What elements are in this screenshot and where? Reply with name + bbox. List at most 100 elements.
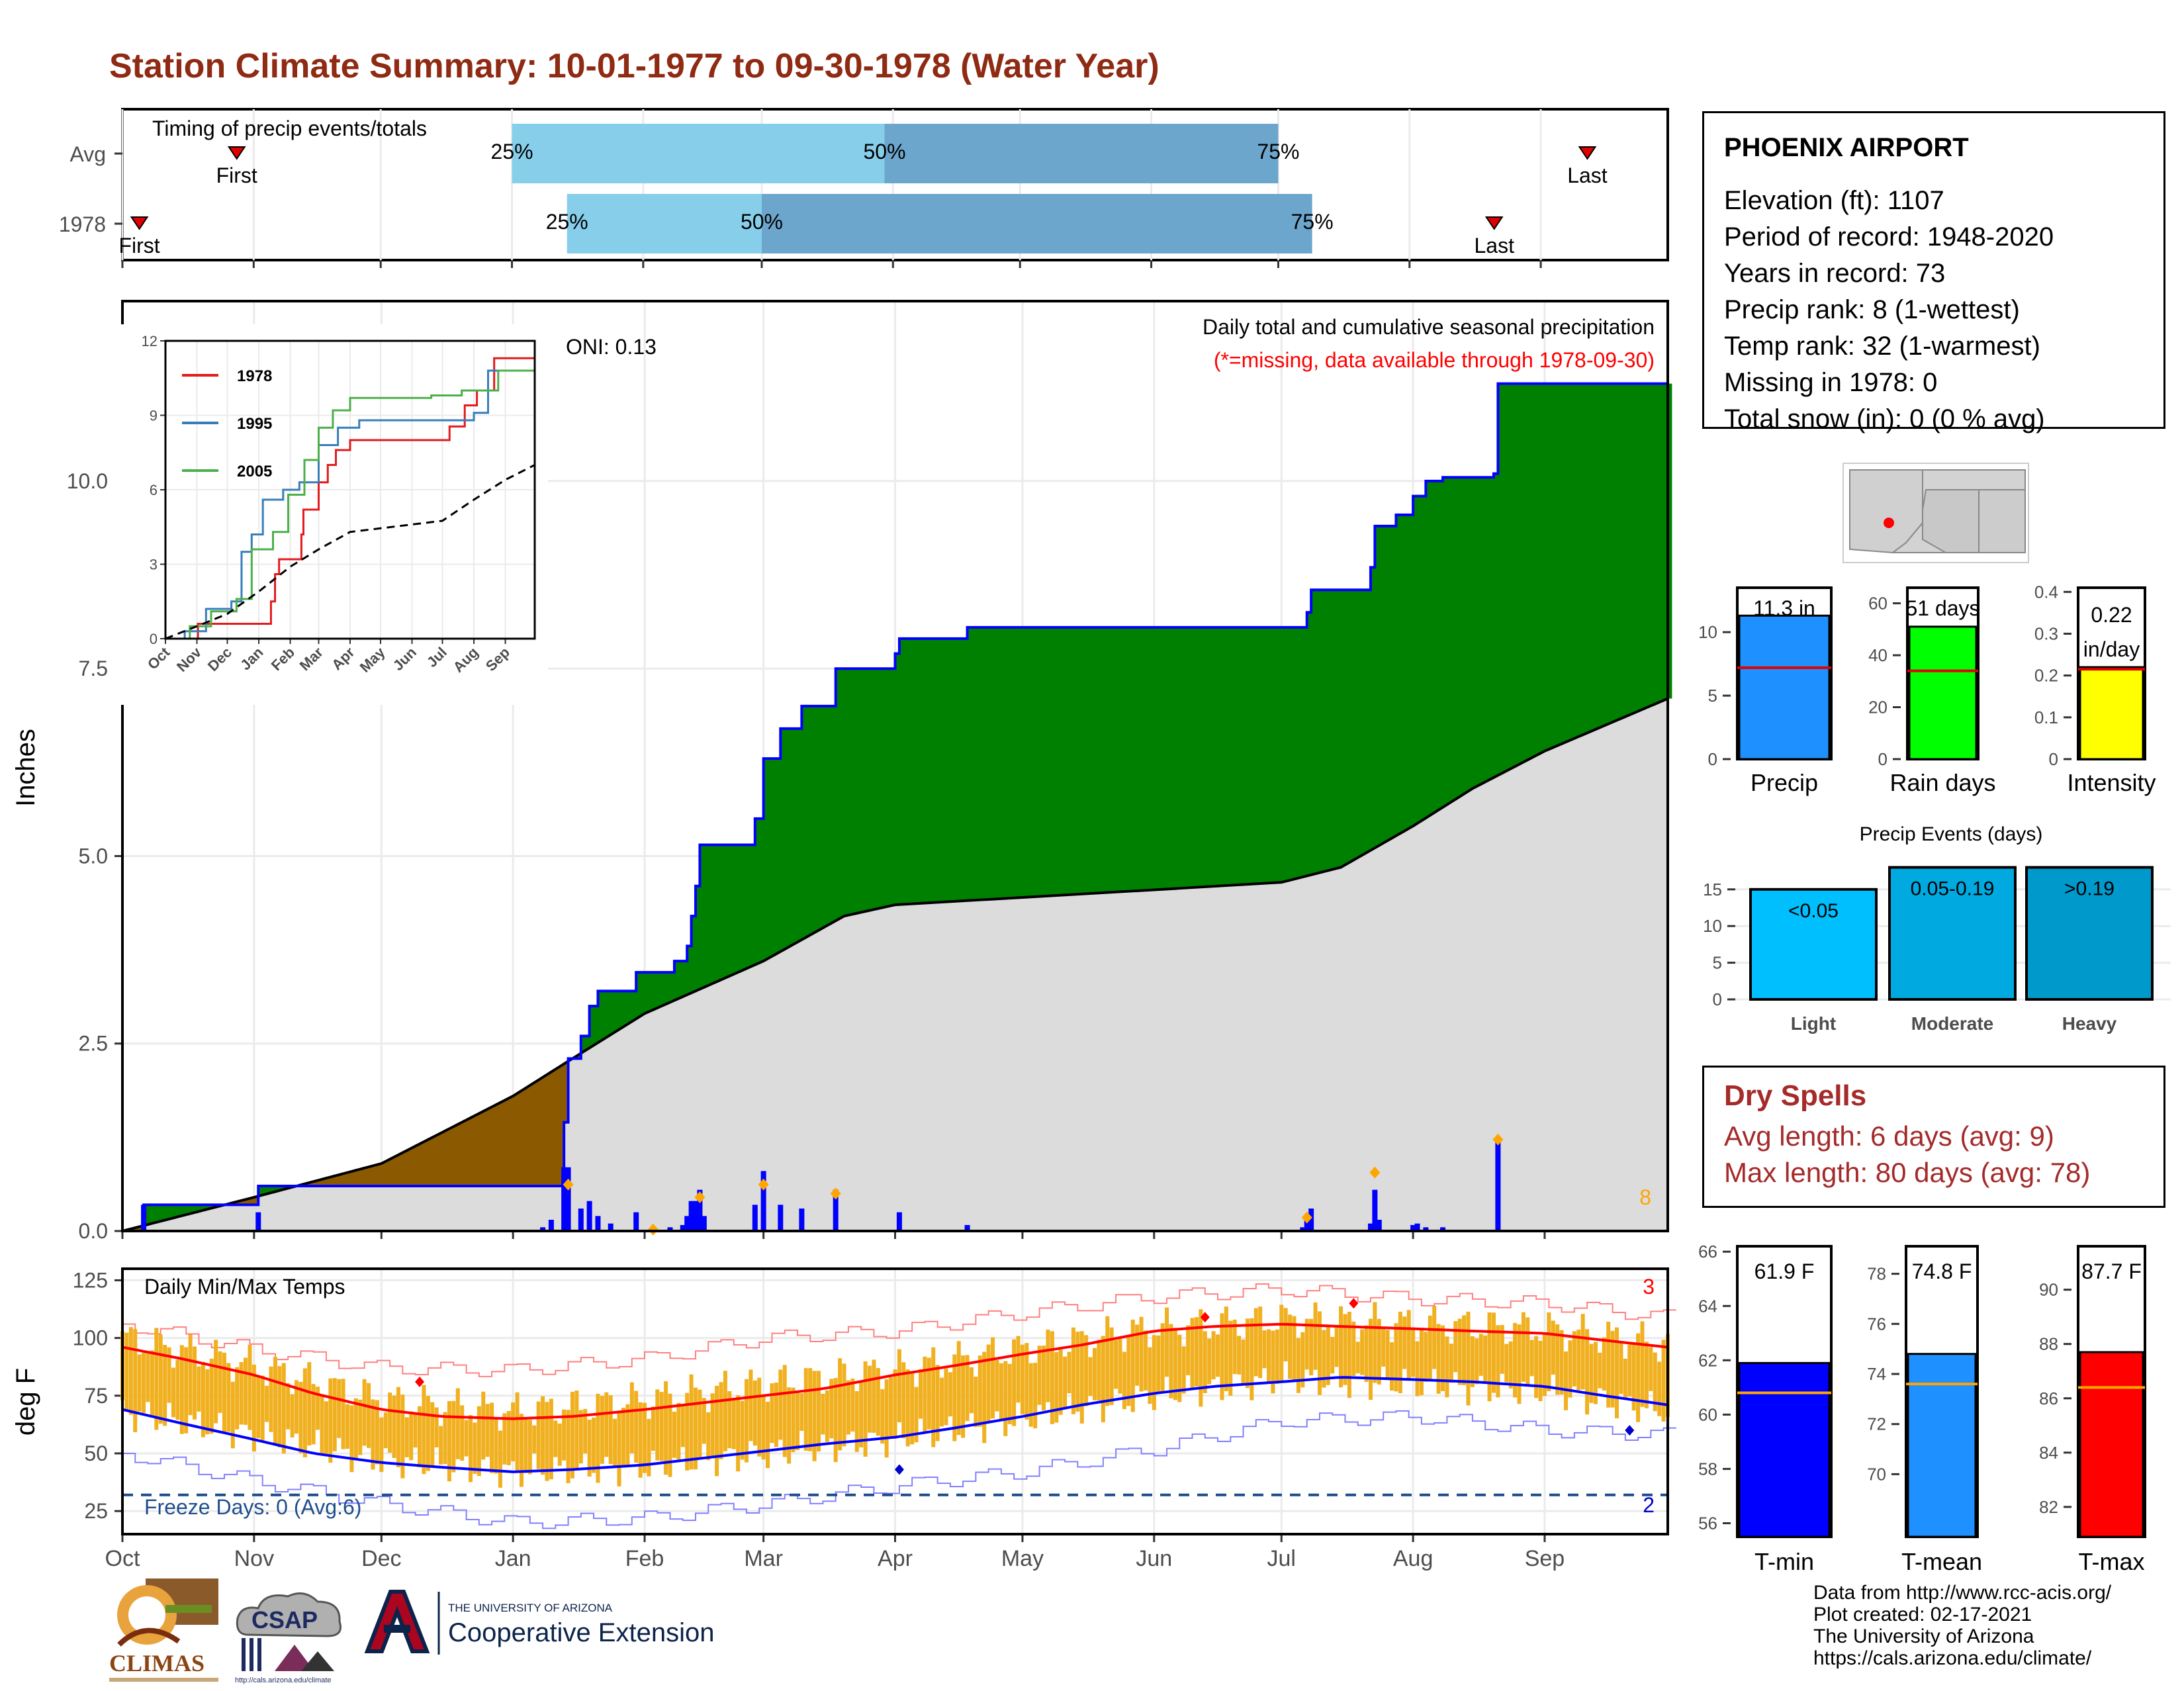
ua-name: THE UNIVERSITY OF ARIZONA	[448, 1602, 613, 1614]
temp-summary-y-tick-label: 84	[2039, 1443, 2058, 1463]
timing-title: Timing of precip events/totals	[152, 116, 427, 140]
temp-summary-y-tick-label: 88	[2039, 1334, 2058, 1354]
temp-x-tick-label: Mar	[744, 1546, 783, 1571]
summary-y-tick-label: 0	[2049, 749, 2058, 769]
inset-line-1995	[165, 363, 536, 640]
daily-precip-bar	[540, 1227, 546, 1231]
summary-x-label: Intensity	[2067, 769, 2156, 796]
inset-legend-label: 2005	[237, 463, 272, 480]
temp-summary-y-tick-label: 66	[1698, 1242, 1717, 1261]
temp-summary-x-label: T-mean	[1901, 1548, 1982, 1575]
temp-y-axis-label: deg F	[11, 1368, 40, 1436]
station-location-dot	[1884, 518, 1894, 528]
precip-marker-diamond	[647, 1223, 659, 1236]
summary-value-label: 51 days	[1905, 596, 1979, 620]
inset-avg-line	[165, 464, 535, 640]
timing-bar-50-75	[884, 124, 1279, 183]
daily-precip-bar	[667, 1227, 673, 1231]
precip-y-tick-label: 5.0	[79, 844, 108, 868]
inset-line-1978	[165, 357, 535, 640]
temp-x-tick-label: Jan	[495, 1546, 531, 1571]
ua-extension: Cooperative Extension	[448, 1618, 714, 1647]
freeze-days-label: Freeze Days: 0 (Avg:6)	[144, 1495, 361, 1519]
precip-events-bar-label: >0.19	[2064, 878, 2115, 900]
station-precip-rank: Precip rank: 8 (1-wettest)	[1724, 295, 2020, 324]
summary-y-tick-label: 0.3	[2034, 623, 2058, 643]
precip-events-x-label: Heavy	[2062, 1013, 2117, 1034]
precip-events-bar-Moderate	[1888, 866, 2017, 1001]
first-event-label: First	[118, 234, 159, 257]
station-name: PHOENIX AIRPORT	[1724, 133, 1969, 162]
daily-precip-bar	[1410, 1224, 1416, 1231]
temp-summary-y-tick-label: 78	[1867, 1264, 1886, 1284]
precip-marker-diamond	[1369, 1166, 1381, 1179]
last-event-label: Last	[1567, 163, 1608, 187]
daily-precip-bar	[548, 1220, 554, 1231]
credits: Data from http://www.rcc-acis.org/ Plot …	[1813, 1582, 2111, 1669]
deficit-area	[300, 1061, 569, 1187]
record-high-marker	[415, 1376, 425, 1387]
temp-summary-value-label: 74.8 F	[1912, 1259, 1972, 1283]
temp-x-tick-label: Aug	[1393, 1546, 1433, 1571]
timing-row-label: Avg	[69, 142, 106, 166]
csap-url: http://cals.arizona.edu/climate	[235, 1676, 332, 1684]
timing-bar-25-50	[512, 124, 885, 183]
precip-events-bar-Light	[1749, 888, 1878, 1001]
last-event-marker	[1578, 146, 1597, 160]
precip-marker-diamond	[1301, 1211, 1312, 1224]
summary-y-tick-label: 10	[1698, 622, 1717, 642]
precip-marker-diamond	[694, 1191, 705, 1204]
station-temp-rank: Temp rank: 32 (1-warmest)	[1724, 332, 2040, 361]
timing-bar-25-50	[567, 194, 762, 253]
daily-precip-bar	[697, 1189, 703, 1231]
cumulative-1978-line	[122, 382, 1668, 1232]
precip-marker-diamond	[758, 1178, 769, 1191]
csap-logo: CSAP http://cals.arizona.edu/climate	[228, 1588, 351, 1684]
daily-precip-bar	[833, 1189, 839, 1231]
station-period: Period of record: 1948-2020	[1724, 222, 2054, 251]
temp-summary-x-label: T-max	[2078, 1548, 2144, 1575]
temp-summary-y-tick-label: 76	[1867, 1314, 1886, 1334]
precip-events-bar-label: <0.05	[1788, 900, 1839, 922]
daily-precip-bar	[578, 1209, 584, 1231]
avg-cumulative-line	[122, 697, 1668, 1232]
precip-subtitle: (*=missing, data available through 1978-…	[1214, 348, 1655, 372]
temp-y-tick-label: 125	[73, 1268, 108, 1292]
temp-y-tick-label: 100	[73, 1326, 108, 1350]
precip-title: Daily total and cumulative seasonal prec…	[1203, 315, 1655, 339]
precip-events-y-tick-label: 10	[1703, 916, 1722, 936]
station-elevation: Elevation (ft): 1107	[1724, 186, 1944, 215]
precip-marker-diamond	[563, 1178, 574, 1191]
daily-precip-bar	[1367, 1223, 1373, 1231]
inset-y-tick-label: 3	[150, 557, 158, 573]
summary-bar-Intensity	[2079, 666, 2144, 760]
credit-data-source: Data from http://www.rcc-acis.org/	[1813, 1582, 2112, 1604]
daily-precip-bar	[1300, 1227, 1306, 1231]
summary-x-label: Precip	[1751, 769, 1818, 796]
dry-spells-max: Max length: 80 days (avg: 78)	[1724, 1157, 2091, 1188]
temp-summary-x-label: T-min	[1754, 1548, 1814, 1575]
temp-y-tick-label: 75	[84, 1384, 108, 1408]
dry-spells-box: Dry Spells Avg length: 6 days (avg: 9) M…	[1702, 1066, 2165, 1208]
precip-marker-diamond	[830, 1187, 841, 1200]
inset-legend-label: 1995	[237, 415, 272, 433]
summary-y-tick-label: 0	[1708, 749, 1717, 769]
summary-x-label: Rain days	[1889, 769, 1995, 796]
first-event-marker	[130, 216, 149, 230]
precip-events-y-tick-label: 0	[1713, 989, 1722, 1009]
inset-y-tick-label: 12	[142, 333, 158, 349]
summary-value-label: 11.3 in	[1753, 596, 1815, 620]
temp-x-tick-label: Dec	[361, 1546, 401, 1571]
inset-y-tick-label: 6	[150, 482, 158, 498]
daily-precip-bar	[688, 1201, 694, 1231]
temp-y-tick-label: 25	[84, 1499, 108, 1523]
temp-summary-y-tick-label: 62	[1698, 1350, 1717, 1370]
station-info-box: PHOENIX AIRPORT Elevation (ft): 1107 Per…	[1702, 111, 2165, 434]
temp-summary-bar-T-mean	[1907, 1353, 1977, 1538]
temp-panel-frame	[121, 1267, 1669, 1535]
daily-precip-bar	[633, 1212, 639, 1231]
timing-p50-label: 50%	[863, 140, 905, 163]
record-high-count: 3	[1643, 1275, 1655, 1299]
surplus-area	[580, 383, 1672, 1054]
